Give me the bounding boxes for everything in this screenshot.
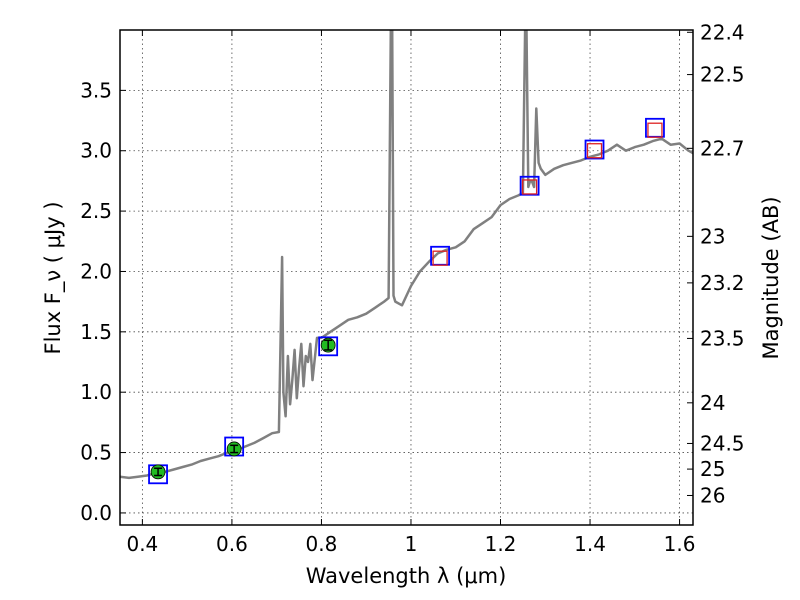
mag-tick-label: 23: [700, 224, 725, 248]
predicted-photometry-box: [586, 143, 603, 159]
x-tick-label: 1.2: [485, 532, 517, 556]
mag-tick-label: 23.2: [700, 271, 745, 295]
predicted-photometry-box: [647, 122, 663, 138]
x-tick-label: 0.6: [216, 532, 248, 556]
mag-tick-label: 22.5: [700, 63, 745, 87]
mag-tick-label: 25: [700, 457, 725, 481]
grid-lines: [120, 30, 693, 525]
y-tick-label: 0.5: [80, 441, 112, 465]
x-tick-label: 0.8: [306, 532, 338, 556]
y-axis-right-label: Magnitude (AB): [759, 196, 783, 359]
predicted-photometry-box: [432, 250, 448, 266]
y-tick-label: 1.0: [80, 380, 112, 404]
model-photometry-box: [584, 139, 605, 160]
mag-tick-label: 22.4: [700, 20, 745, 44]
plot-background: [120, 30, 693, 525]
model-photometry-box: [519, 175, 540, 196]
x-tick-label: 1.4: [574, 532, 606, 556]
plot-frame: [119, 29, 694, 526]
y-tick-label: 2.0: [80, 259, 112, 283]
y-tick-label: 3.0: [80, 139, 112, 163]
spectrum-line: [120, 30, 693, 480]
mag-tick-label: 26: [700, 483, 725, 507]
y-tick-label: 2.5: [80, 199, 112, 223]
mag-tick-label: 22.7: [700, 136, 745, 160]
predicted-photometry-box: [521, 179, 538, 195]
data-layer: [120, 30, 693, 485]
y-tick-label: 1.5: [80, 320, 112, 344]
x-tick-label: 0.4: [126, 532, 158, 556]
x-tick-label: 1.6: [664, 532, 696, 556]
y-tick-label: 3.5: [80, 78, 112, 102]
mag-tick-label: 24: [700, 391, 725, 415]
mag-tick-label: 24.5: [700, 431, 745, 455]
y-axis-label: Flux F_ν ( μJy ): [41, 201, 66, 354]
mag-tick-label: 23.5: [700, 326, 745, 350]
y-tick-label: 0.0: [80, 501, 112, 525]
tick-marks: 0.4 0.6 0.8 1 1.2 1.4 1.6 0.0 0.5 1.0 1.5 2.0 2.5 3.0…: [80, 20, 744, 556]
model-photometry-box: [318, 336, 339, 357]
x-tick-label: 1: [405, 532, 418, 556]
x-axis-label: Wavelength λ (μm): [306, 564, 507, 588]
